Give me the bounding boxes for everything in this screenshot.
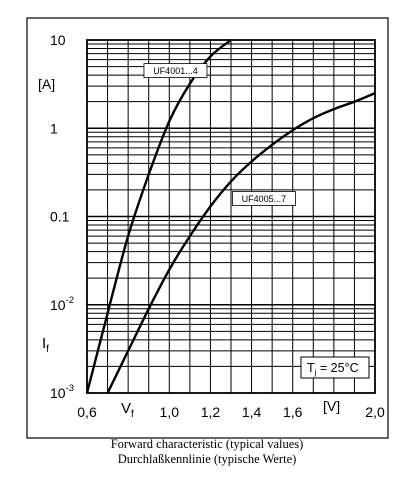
series-curve-1 (85, 39, 232, 394)
caption-line-2: Durchlaßkennlinie (typische Werte) (118, 452, 297, 466)
y-tick-label: 10 (50, 32, 66, 48)
y-unit-label: [A] (38, 76, 55, 92)
labels-layer: 0,6 1,0 1,2 1,4 1,6 2,0 10 1 0.1 10-2 10-3 UF4001..… (50, 32, 385, 420)
y-tick-label: 10-2 (50, 295, 74, 313)
x-tick-label: 1,6 (283, 404, 303, 420)
junction-temperature-annotation: Tj = 25°C (307, 361, 359, 377)
series-label-1: UF4001...4 (153, 66, 198, 76)
x-tick-label: 1,0 (160, 404, 180, 420)
series-layer (85, 39, 376, 394)
y-tick-label: 0.1 (50, 209, 70, 225)
x-axis-label: Vf (121, 400, 134, 420)
x-unit-label: [V] (323, 398, 340, 414)
x-tick-label: 1,2 (201, 404, 221, 420)
series-label-2: UF4005...7 (242, 194, 287, 204)
x-tick-label: 1,4 (242, 404, 262, 420)
y-axis-label: If (42, 335, 49, 355)
annotation-box (300, 356, 370, 379)
x-tick-label: 0,6 (77, 404, 97, 420)
x-tick-label: 2,0 (365, 404, 385, 420)
y-tick-label: 10-3 (50, 383, 74, 401)
series-curve-2 (106, 92, 376, 394)
caption-line-1: Forward characteristic (typical values) (111, 437, 304, 451)
series-label-box-1 (143, 63, 208, 79)
grid (87, 40, 375, 393)
y-tick-label: 1 (50, 120, 58, 136)
series-label-box-2 (232, 191, 296, 206)
